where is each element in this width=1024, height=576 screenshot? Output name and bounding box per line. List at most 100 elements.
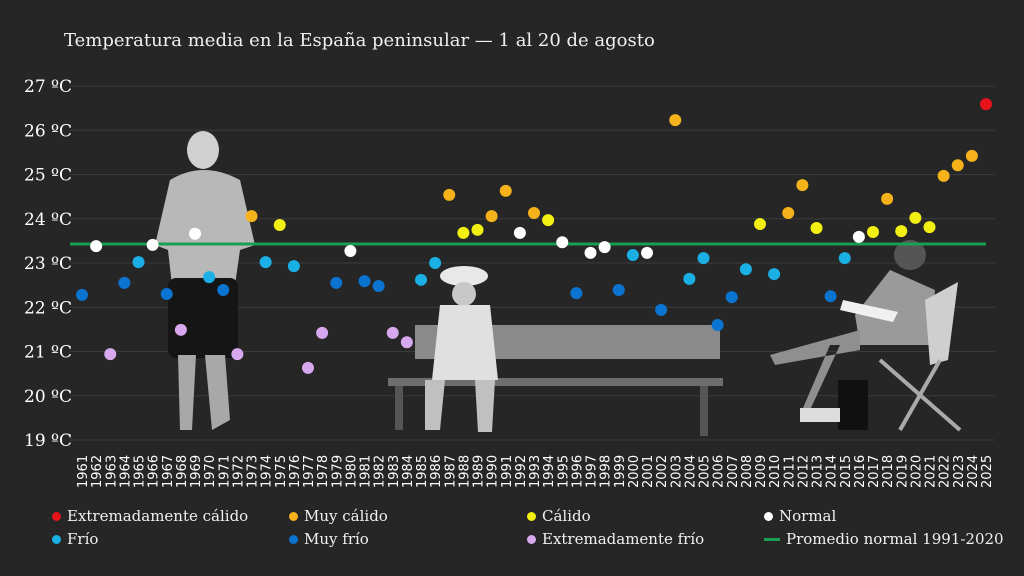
chart-title: Temperatura media en la España peninsula… [64, 30, 655, 51]
data-point-1975 [273, 218, 286, 231]
data-point-1997 [584, 246, 597, 259]
x-tick-label: 1997 [585, 455, 600, 488]
data-point-1996 [570, 287, 583, 300]
x-tick-label: 2012 [796, 455, 811, 488]
data-point-1987 [443, 188, 456, 201]
x-tick-label: 2009 [754, 455, 769, 488]
data-point-2016 [852, 230, 865, 243]
x-tick-label: 1999 [613, 455, 628, 488]
woman-legs [425, 380, 495, 432]
legend-label: Extremadamente frío [542, 530, 705, 548]
data-point-2015 [838, 252, 851, 265]
x-tick-label: 1984 [401, 455, 416, 488]
x-tick-label: 1976 [288, 455, 303, 488]
data-point-2025 [980, 98, 992, 111]
data-point-1961 [76, 288, 88, 301]
legend-item: Muy frío [289, 530, 369, 548]
x-tick-label: 2025 [980, 455, 995, 488]
x-tick-label: 2011 [782, 455, 797, 488]
photo-runner-image [155, 131, 255, 430]
legend-label: Muy frío [304, 530, 369, 548]
x-tick-label: 1964 [118, 455, 133, 488]
data-point-1969 [189, 227, 201, 240]
data-point-2024 [965, 149, 978, 162]
data-point-1966 [146, 238, 159, 251]
data-point-2014 [824, 290, 837, 303]
reader-legs [770, 330, 860, 415]
data-point-1962 [90, 240, 103, 253]
legend-label: Extremadamente cálido [67, 507, 249, 525]
legend-item: Normal [764, 507, 836, 525]
data-point-2017 [867, 226, 879, 239]
reader-towel [800, 408, 840, 422]
data-point-2011 [782, 206, 795, 219]
x-tick-label: 1961 [76, 455, 91, 488]
data-point-2010 [768, 268, 781, 281]
x-tick-label: 2015 [839, 455, 854, 488]
y-tick-label: 24 ºC [24, 210, 72, 230]
y-tick-label: 27 ºC [24, 77, 72, 97]
x-tick-label: 1973 [246, 455, 261, 488]
x-tick-label: 2007 [726, 455, 741, 488]
x-tick-label: 2023 [952, 455, 967, 488]
data-point-1973 [245, 210, 258, 223]
data-point-1978 [316, 326, 329, 339]
x-tick-label: 1979 [330, 455, 345, 488]
x-tick-label: 1972 [231, 455, 246, 488]
x-tick-label: 2004 [683, 455, 698, 488]
x-tick-label: 1971 [217, 455, 232, 488]
x-tick-label: 1985 [415, 455, 430, 488]
data-point-1976 [287, 260, 300, 273]
legend-label: Normal [779, 507, 837, 525]
legend-dot-icon [52, 511, 61, 521]
x-tick-label: 1963 [104, 455, 119, 488]
x-tick-label: 1991 [500, 455, 515, 488]
data-point-1983 [386, 326, 399, 339]
data-point-1970 [203, 271, 216, 284]
y-tick-label: 21 ºC [24, 343, 72, 363]
data-point-1984 [400, 336, 413, 349]
data-point-2023 [951, 159, 964, 172]
x-tick-label: 1988 [457, 455, 472, 488]
data-point-1989 [471, 223, 484, 236]
legend-dot-icon [289, 511, 298, 521]
data-point-1972 [231, 348, 244, 361]
data-point-1964 [118, 276, 131, 289]
runner-head [187, 131, 219, 169]
y-tick-label: 20 ºC [24, 387, 72, 407]
legend-item: Extremadamente cálido [52, 507, 248, 525]
woman-head [452, 282, 476, 306]
data-point-1995 [556, 236, 569, 249]
legend-dot-icon [289, 534, 298, 544]
x-tick-label: 1967 [161, 455, 176, 488]
data-point-1985 [415, 273, 427, 286]
x-tick-label: 2010 [768, 455, 783, 488]
x-tick-label: 2024 [966, 455, 981, 488]
data-point-1974 [259, 256, 272, 269]
data-point-1981 [358, 275, 371, 288]
x-tick-label: 1986 [429, 455, 444, 488]
legend-label: Frío [67, 530, 99, 548]
x-tick-label: 1995 [556, 455, 571, 488]
data-point-1968 [174, 323, 187, 336]
data-point-2021 [923, 221, 936, 234]
legend-line-icon [764, 537, 780, 541]
x-tick-label: 1962 [90, 455, 105, 488]
data-point-2013 [810, 222, 823, 235]
legend-label: Cálido [542, 507, 591, 525]
x-tick-label: 1994 [542, 455, 557, 488]
x-tick-label: 2019 [895, 455, 910, 488]
reader-book [840, 300, 898, 322]
x-tick-label: 1968 [175, 455, 190, 488]
y-tick-label: 19 ºC [24, 431, 72, 451]
y-tick-label: 25 ºC [24, 166, 72, 186]
x-tick-label: 1989 [472, 455, 487, 488]
x-tick-label: 2001 [641, 455, 656, 488]
data-point-2006 [711, 318, 724, 331]
legend-label: Muy cálido [304, 507, 388, 525]
data-point-2005 [697, 252, 710, 265]
y-tick-label: 23 ºC [24, 254, 72, 274]
photo-reader-image [770, 240, 962, 432]
data-point-1993 [528, 206, 540, 219]
